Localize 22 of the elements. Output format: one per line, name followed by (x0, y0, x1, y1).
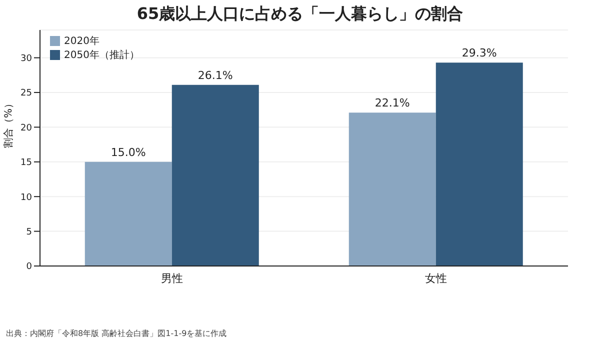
bar (436, 62, 523, 266)
bar (172, 84, 259, 266)
y-tick-label: 5 (26, 227, 32, 238)
data-label: 15.0% (110, 146, 146, 159)
y-tick-label: 25 (20, 88, 32, 99)
chart-title: 65歳以上人口に占める「一人暮らし」の割合 (136, 4, 464, 25)
x-tick-label: 男性 (161, 272, 183, 285)
x-tick-label: 女性 (425, 272, 447, 285)
data-label: 29.3% (462, 46, 497, 60)
legend-label: 2020年 (64, 36, 100, 47)
y-tick-label: 15 (20, 158, 32, 168)
bar (348, 112, 436, 266)
data-label: 26.1% (198, 68, 233, 82)
data-label: 22.1% (374, 96, 410, 110)
y-tick-label: 30 (20, 54, 32, 64)
bar (84, 162, 172, 266)
legend-label: 2050年（推計） (64, 50, 140, 61)
y-tick-label: 20 (20, 123, 32, 134)
y-tick-label: 0 (26, 262, 32, 272)
y-axis-title: 割合（%） (2, 98, 15, 148)
y-tick-label: 10 (20, 192, 32, 203)
source-note: 出典：内閣府「令和8年版 高齢社会白書」図1-1-9を基に作成 (6, 328, 227, 339)
